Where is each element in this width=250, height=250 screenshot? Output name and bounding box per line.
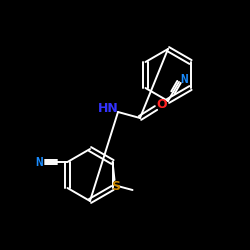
Text: HN: HN — [98, 102, 118, 116]
Text: N: N — [36, 156, 43, 168]
Text: N: N — [180, 74, 188, 86]
Text: O: O — [157, 98, 167, 112]
Text: S: S — [111, 180, 120, 194]
